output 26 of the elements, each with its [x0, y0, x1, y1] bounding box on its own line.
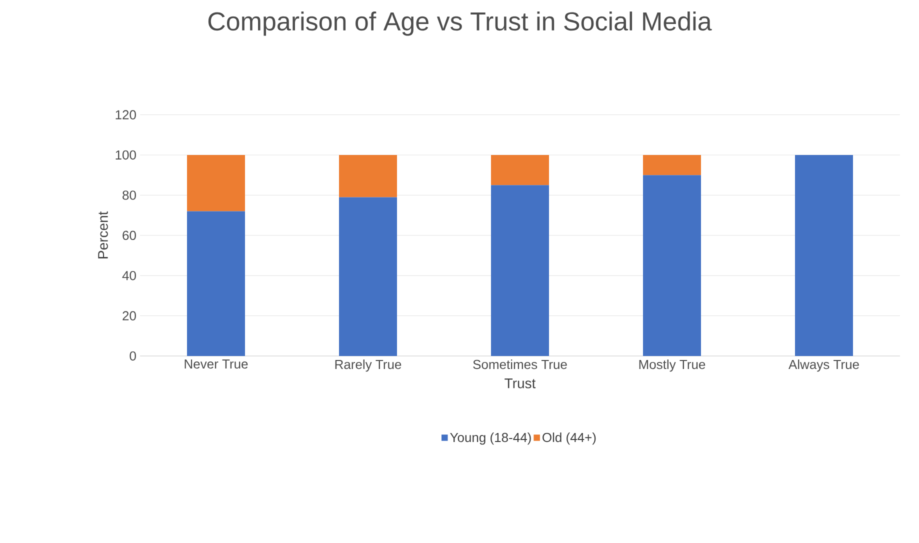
bar [642, 175, 701, 356]
bar [491, 154, 549, 186]
x-tick-label: Always True [788, 360, 859, 372]
y-tick-label: 80 [122, 190, 136, 200]
bar [339, 197, 398, 356]
bar [187, 154, 246, 212]
legend-label: Old (44+) [542, 432, 596, 445]
x-tick-label: Mostly True [639, 360, 706, 372]
chart-title: Comparison of Age vs Trust in Social Media [208, 12, 712, 36]
bar [187, 211, 246, 356]
y-tick-label: 60 [122, 230, 136, 240]
x-tick-label: Never True [184, 360, 248, 369]
bar [642, 154, 701, 176]
y-tick-label: 20 [122, 311, 136, 320]
bar [339, 154, 398, 198]
y-tick-label: 120 [116, 110, 136, 120]
y-tick-label: 0 [130, 351, 136, 361]
y-tick-label: 40 [122, 270, 136, 280]
y-axis-title: Percent [98, 211, 108, 258]
x-tick-label: Sometimes True [473, 360, 567, 370]
x-axis-title: Trust [504, 378, 536, 388]
bar [794, 154, 853, 356]
legend-label: Young (18-44) [450, 432, 531, 445]
x-tick-label: Rarely True [335, 360, 402, 372]
y-tick-label: 100 [116, 150, 136, 160]
bar [491, 185, 549, 356]
